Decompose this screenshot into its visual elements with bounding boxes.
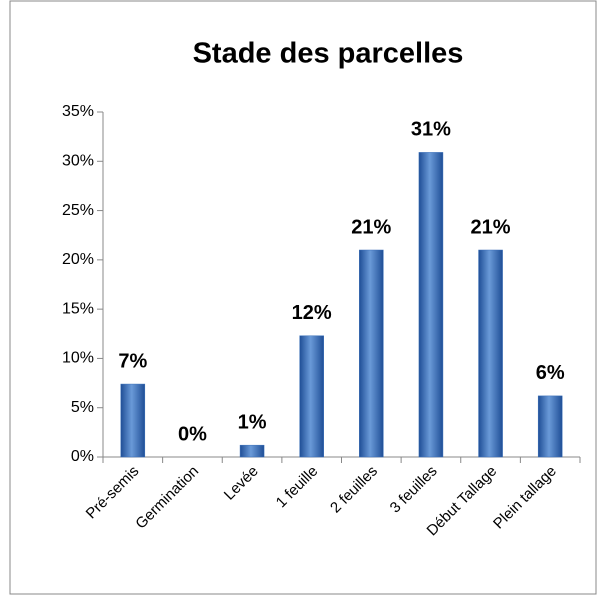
- value-label: 21%: [471, 216, 511, 238]
- value-label: 6%: [536, 362, 565, 384]
- y-tick-label: 5%: [71, 399, 94, 416]
- y-tick-label: 15%: [62, 300, 94, 317]
- value-label: 21%: [351, 216, 391, 238]
- value-label: 7%: [118, 350, 147, 372]
- y-tick-label: 30%: [62, 153, 94, 170]
- y-tick-label: 0%: [71, 448, 94, 465]
- value-label: 1%: [238, 411, 267, 433]
- y-tick-label: 25%: [62, 202, 94, 219]
- bar: [537, 395, 563, 458]
- bar: [359, 249, 384, 458]
- bar: [418, 152, 444, 458]
- bar: [239, 444, 265, 458]
- value-label: 12%: [292, 302, 332, 324]
- y-tick-label: 10%: [62, 350, 94, 367]
- bar: [120, 383, 146, 458]
- chart-title: Stade des parcelles: [193, 38, 464, 70]
- bar: [299, 335, 324, 458]
- bar: [478, 249, 503, 458]
- y-tick-label: 20%: [62, 251, 94, 268]
- value-label: 0%: [178, 423, 207, 445]
- value-label: 31%: [411, 119, 451, 141]
- y-tick-label: 35%: [62, 103, 94, 120]
